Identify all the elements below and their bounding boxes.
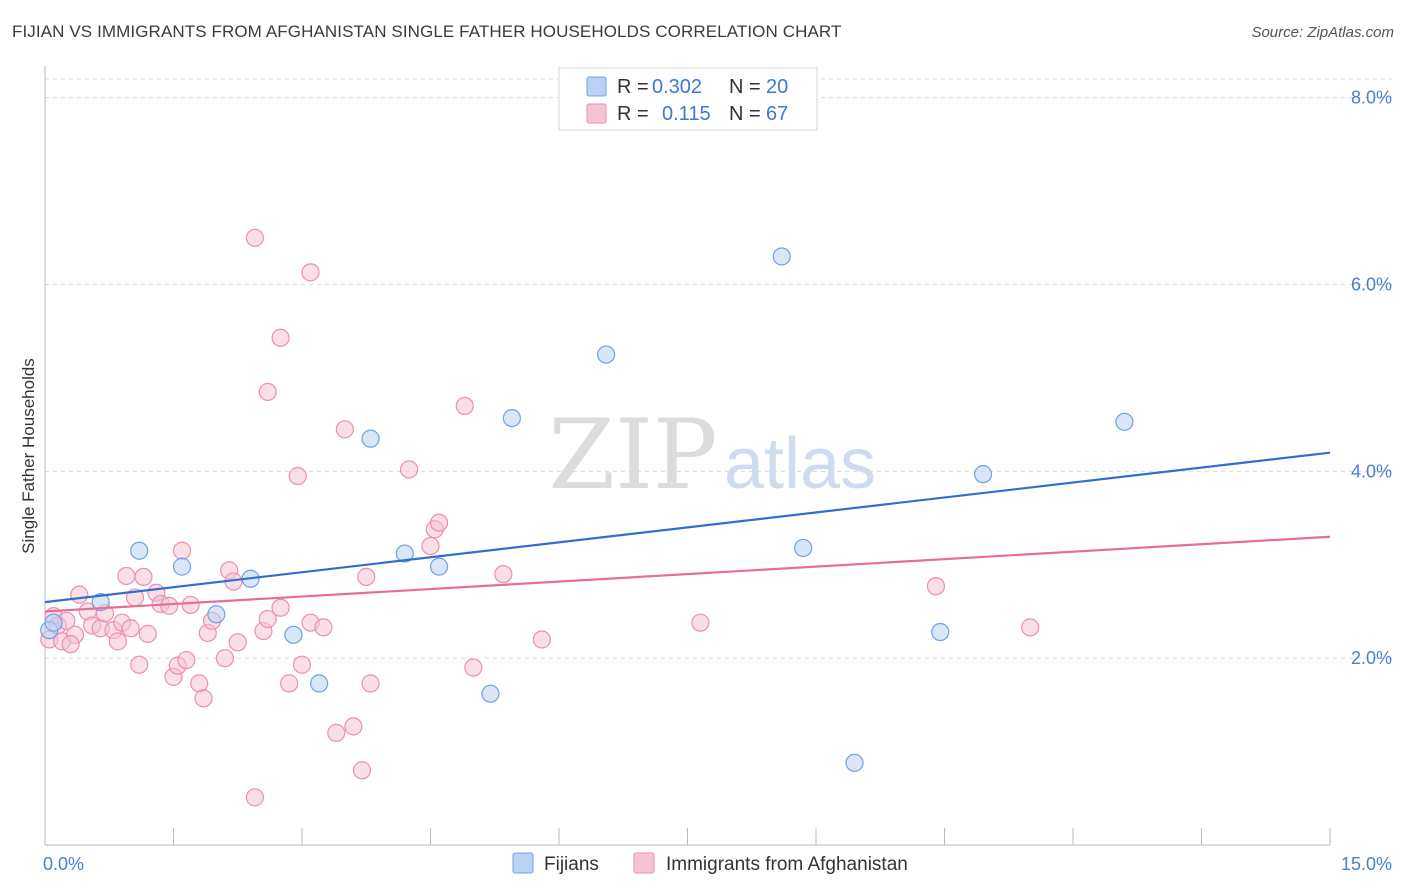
fijians-point	[284, 625, 303, 644]
fijians-point	[597, 345, 616, 364]
correlation-legend: R = 0.302 N = 20 R = 0.115 N = 67	[558, 67, 818, 131]
watermark: ZIP atlas	[548, 399, 876, 511]
bottom-legend-swatch-afghanistan	[633, 852, 655, 874]
afghanistan-point	[228, 633, 247, 652]
legend-n-label-1: N =	[729, 76, 761, 98]
fijians-trend-line	[44, 451, 1331, 604]
afghanistan-point	[464, 658, 483, 677]
legend-r-label-1: R =	[617, 76, 649, 98]
afghanistan-point	[314, 618, 333, 637]
watermark-zip: ZIP	[548, 399, 717, 511]
legend-swatch-pink	[586, 103, 607, 124]
afghanistan-point	[258, 382, 277, 402]
afghanistan-point	[327, 723, 346, 743]
afghanistan-point	[357, 567, 376, 587]
y-tick-label: 8.0%	[1351, 88, 1392, 108]
afghanistan-point	[429, 513, 449, 532]
y-tick-label: 4.0%	[1351, 461, 1392, 481]
afghanistan-trend-line	[44, 535, 1331, 613]
afghanistan-point	[215, 649, 234, 668]
afghanistan-point	[399, 460, 419, 479]
fijians-point	[931, 622, 950, 642]
fijians-point	[794, 538, 813, 558]
series-fijians-points	[40, 247, 1134, 772]
watermark-atlas: atlas	[724, 424, 876, 504]
afghanistan-point	[455, 396, 474, 416]
afghanistan-point	[194, 689, 213, 708]
afghanistan-point	[245, 228, 264, 247]
afghanistan-point	[288, 466, 307, 486]
series-afghanistan-points	[40, 228, 1040, 807]
fijians-point	[130, 541, 149, 560]
afghanistan-point	[172, 541, 192, 560]
afghanistan-point	[117, 566, 136, 586]
fijians-point	[361, 429, 380, 448]
afghanistan-point	[494, 564, 513, 584]
afghanistan-point	[61, 635, 80, 654]
fijians-point	[44, 613, 63, 632]
trend-lines	[44, 451, 1331, 613]
afghanistan-point	[181, 595, 200, 615]
afghanistan-point	[190, 674, 209, 693]
fijians-point	[395, 544, 414, 563]
fijians-point	[429, 557, 449, 576]
y-axis-title: Single Father Households	[19, 358, 38, 554]
x-tick-label: 15.0%	[1341, 854, 1392, 874]
afghanistan-point	[134, 567, 153, 587]
bottom-legend-fijians: Fijians	[544, 854, 599, 875]
tick-labels: 2.0% 4.0% 6.0% 8.0% 0.0% 15.0%	[43, 88, 1392, 874]
axes	[44, 66, 1331, 846]
fijians-point	[973, 465, 993, 484]
afghanistan-point	[177, 650, 196, 670]
afghanistan-point	[352, 761, 372, 780]
afghanistan-point	[532, 630, 551, 649]
legend-r-value-2: 0.115	[662, 103, 711, 125]
fijians-point	[172, 557, 192, 576]
fijians-point	[310, 674, 329, 693]
legend-n-value-2: 67	[766, 103, 788, 125]
legend-swatch-blue	[586, 76, 607, 97]
afghanistan-point	[344, 717, 363, 736]
fijians-point	[91, 593, 110, 612]
afghanistan-point	[245, 788, 264, 807]
afghanistan-point	[421, 536, 440, 556]
x-tick-label: 0.0%	[43, 854, 84, 874]
afghanistan-point	[160, 596, 179, 615]
afghanistan-point	[1021, 618, 1040, 637]
bottom-legend-swatch-fijians	[512, 852, 534, 874]
afghanistan-point	[258, 609, 277, 629]
source-label: Source: ZipAtlas.com	[1251, 24, 1394, 41]
afghanistan-point	[361, 674, 380, 693]
legend-n-label-2: N =	[729, 103, 761, 125]
series-legend: Fijians Immigrants from Afghanistan	[512, 852, 908, 875]
y-tick-label: 6.0%	[1351, 275, 1392, 295]
afghanistan-point	[271, 598, 290, 617]
afghanistan-point	[280, 674, 299, 693]
afghanistan-point	[271, 328, 290, 347]
afghanistan-point	[335, 420, 354, 439]
fijians-point	[845, 753, 864, 772]
afghanistan-point	[70, 585, 89, 604]
afghanistan-point	[130, 655, 149, 674]
fijians-point	[772, 247, 791, 266]
afghanistan-point	[926, 577, 946, 596]
afghanistan-point	[691, 613, 710, 632]
afghanistan-point	[138, 624, 157, 643]
fijians-point	[502, 408, 521, 428]
fijians-point	[1115, 412, 1134, 431]
afghanistan-point	[121, 619, 140, 638]
fijians-point	[207, 605, 226, 624]
legend-r-value-1: 0.302	[652, 76, 702, 98]
afghanistan-point	[301, 263, 320, 282]
afghanistan-point	[108, 632, 127, 651]
fijians-point	[481, 684, 500, 703]
legend-n-value-1: 20	[766, 76, 788, 98]
afghanistan-point	[292, 655, 312, 674]
y-tick-label: 2.0%	[1351, 648, 1392, 668]
bottom-legend-afghanistan: Immigrants from Afghanistan	[666, 854, 908, 875]
chart-title: FIJIAN VS IMMIGRANTS FROM AFGHANISTAN SI…	[12, 22, 842, 41]
legend-r-label-2: R =	[617, 103, 649, 125]
